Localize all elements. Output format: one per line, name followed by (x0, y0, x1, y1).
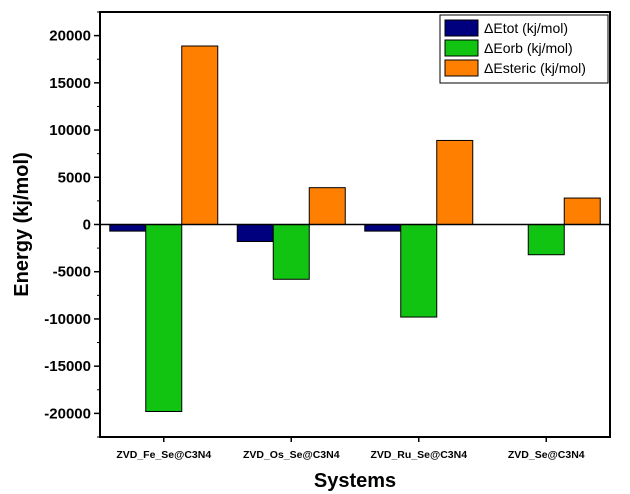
bar-3-3 (436, 139, 474, 225)
y-tick-label: 20000 (49, 28, 91, 45)
bar-2-1 (145, 224, 183, 412)
bar-1-3 (364, 224, 402, 232)
legend-label-1: ΔEtot (kj/mol) (484, 20, 568, 36)
y-tick-label: -20000 (44, 405, 91, 422)
bar-3-1 (181, 45, 219, 225)
y-tick-label: 0 (83, 217, 91, 234)
x-tick-label: ZVD_Fe_Se@C3N4 (116, 449, 211, 461)
bar-2-3 (400, 224, 438, 318)
legend-label-3: ΔEsteric (kj/mol) (484, 60, 586, 76)
x-axis-title: Systems (314, 470, 396, 492)
y-tick-label: 5000 (58, 169, 91, 186)
y-tick-label: 15000 (49, 75, 91, 92)
bar-3-2 (308, 187, 346, 226)
bar-1-2 (236, 224, 274, 242)
legend-swatch-1 (444, 19, 479, 37)
bars-layer (109, 45, 601, 412)
y-tick-label: -10000 (44, 311, 91, 328)
bar-2-2 (272, 224, 310, 280)
y-tick-label: 10000 (49, 122, 91, 139)
x-axis-categories: ZVD_Fe_Se@C3N4 ZVD_Os_Se@C3N4 ZVD_Ru_Se@C3… (116, 437, 585, 461)
x-tick-label: ZVD_Ru_Se@C3N4 (370, 449, 467, 461)
bar-3-4 (563, 197, 601, 226)
legend-swatch-3 (444, 59, 479, 77)
y-axis-ticks: -20000 -15000 -10000 -5000 0 5000 10000 15000 20… (44, 11, 100, 438)
bar-1-1 (109, 224, 147, 232)
legend-swatch-2 (444, 39, 479, 57)
bar-2-4 (527, 224, 565, 256)
x-tick-label: ZVD_Se@C3N4 (508, 449, 585, 461)
legend-label-2: ΔEorb (kj/mol) (484, 40, 573, 56)
y-axis-title: Energy (kj/mol) (11, 152, 33, 296)
x-tick-label: ZVD_Os_Se@C3N4 (243, 449, 340, 461)
y-tick-label: -5000 (53, 264, 91, 281)
y-tick-label: -15000 (44, 358, 91, 375)
legend: ΔEtot (kj/mol) ΔEorb (kj/mol) ΔEsteric (kj… (439, 14, 609, 84)
